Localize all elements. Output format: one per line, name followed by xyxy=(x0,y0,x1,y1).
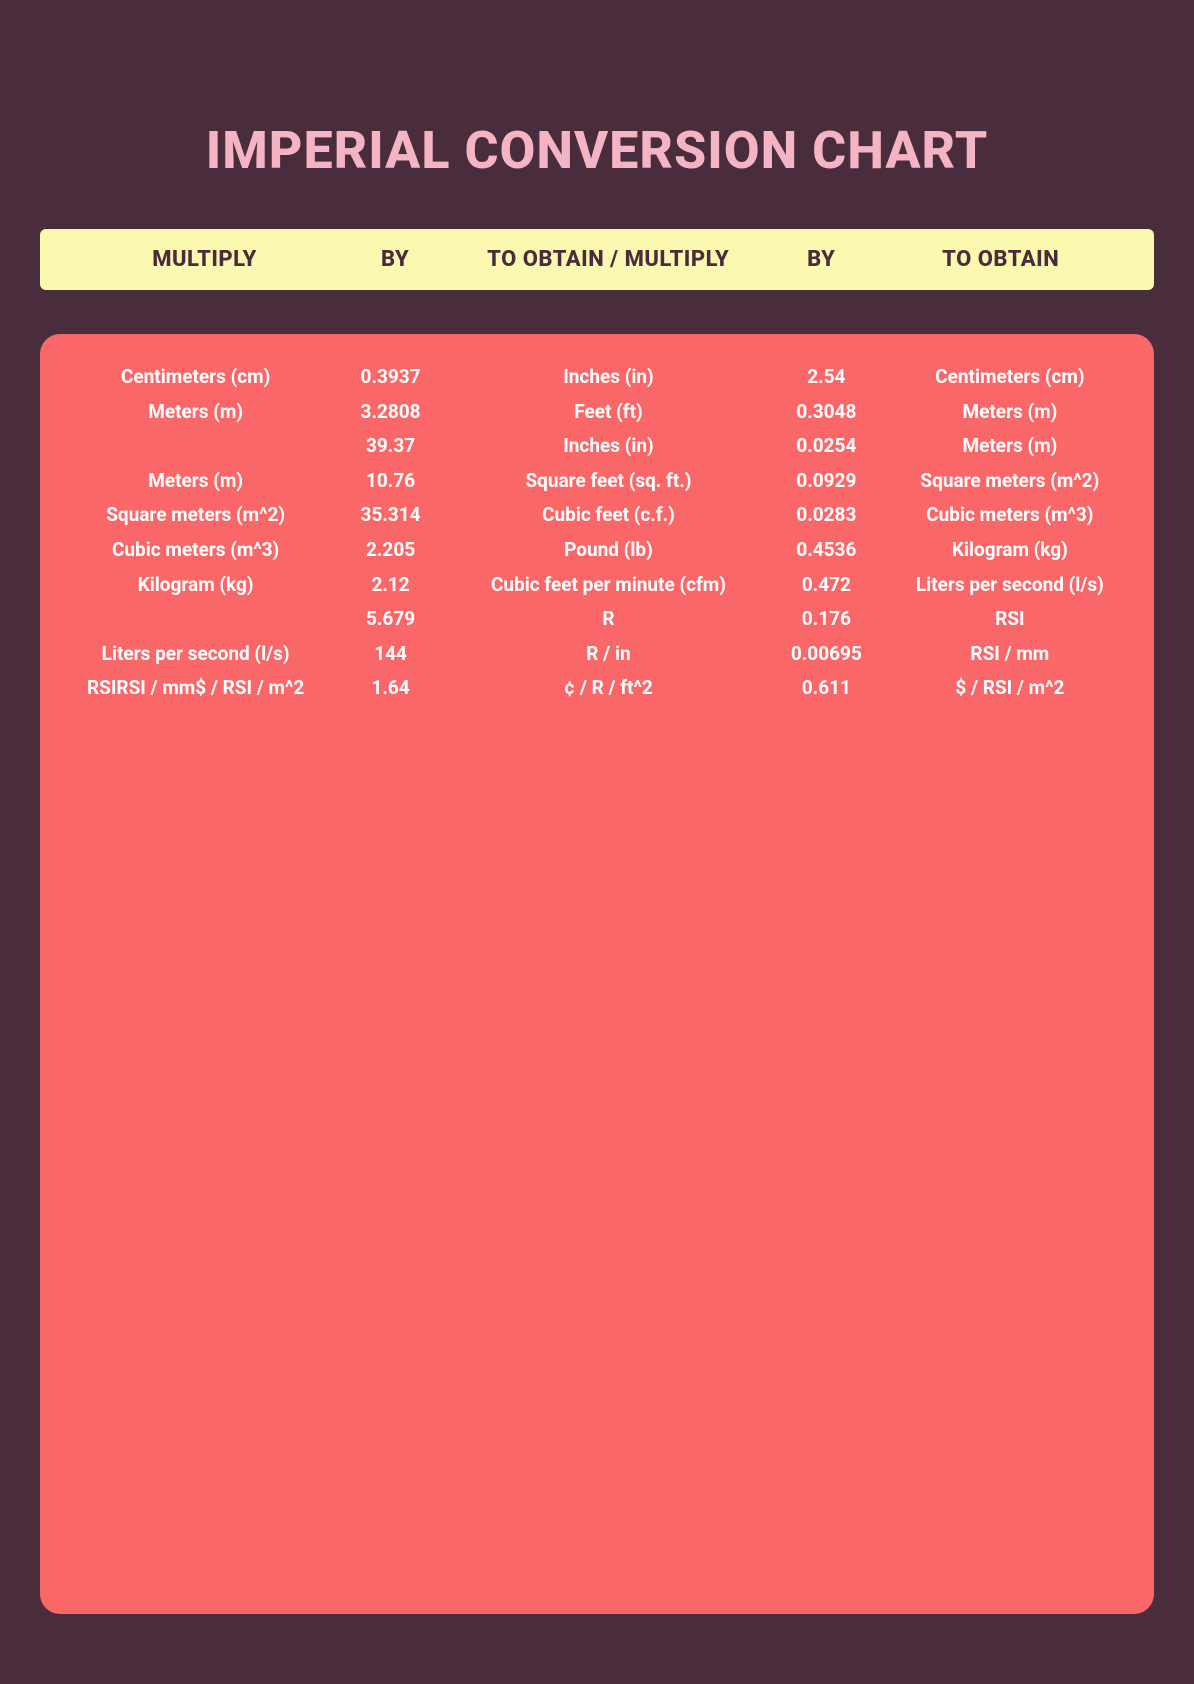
header-col-by-1: BY xyxy=(339,247,451,272)
table-cell: RSI xyxy=(884,604,1136,635)
conversion-table: Centimeters (cm)0.3937Inches (in)2.54Cen… xyxy=(58,362,1136,704)
table-cell: RSIRSI / mm$ / RSI / m^2 xyxy=(58,673,333,704)
table-cell: RSI / mm xyxy=(884,639,1136,670)
table-cell: Liters per second (l/s) xyxy=(884,570,1136,601)
table-cell: R xyxy=(448,604,769,635)
table-cell: 10.76 xyxy=(333,466,448,497)
table-cell: 1.64 xyxy=(333,673,448,704)
header-bar: MULTIPLY BY TO OBTAIN / MULTIPLY BY TO O… xyxy=(40,229,1154,290)
page-container: IMPERIAL CONVERSION CHART MULTIPLY BY TO… xyxy=(0,0,1194,1654)
table-cell: Meters (m) xyxy=(884,431,1136,462)
page-title: IMPERIAL CONVERSION CHART xyxy=(40,120,1154,181)
table-cell: $ / RSI / m^2 xyxy=(884,673,1136,704)
table-cell: 3.2808 xyxy=(333,397,448,428)
table-cell: 2.54 xyxy=(769,362,884,393)
table-cell xyxy=(58,431,333,462)
table-cell: Cubic feet (c.f.) xyxy=(448,500,769,531)
table-cell: 0.0929 xyxy=(769,466,884,497)
table-cell: Inches (in) xyxy=(448,362,769,393)
table-cell: Meters (m) xyxy=(884,397,1136,428)
table-cell: Meters (m) xyxy=(58,397,333,428)
header-col-by-2: BY xyxy=(765,247,877,272)
header-col-to-obtain: TO OBTAIN xyxy=(877,247,1124,272)
table-cell: 0.4536 xyxy=(769,535,884,566)
table-cell: Square meters (m^2) xyxy=(884,466,1136,497)
table-cell: 0.3048 xyxy=(769,397,884,428)
table-cell: R / in xyxy=(448,639,769,670)
table-cell: 0.0254 xyxy=(769,431,884,462)
table-cell: 5.679 xyxy=(333,604,448,635)
table-cell: 39.37 xyxy=(333,431,448,462)
table-cell: 0.00695 xyxy=(769,639,884,670)
table-cell: Meters (m) xyxy=(58,466,333,497)
table-cell: Pound (lb) xyxy=(448,535,769,566)
table-cell: 2.205 xyxy=(333,535,448,566)
table-cell: Centimeters (cm) xyxy=(58,362,333,393)
table-cell: 144 xyxy=(333,639,448,670)
table-cell: Liters per second (l/s) xyxy=(58,639,333,670)
header-col-multiply: MULTIPLY xyxy=(70,247,339,272)
table-cell: Square meters (m^2) xyxy=(58,500,333,531)
table-cell: 0.176 xyxy=(769,604,884,635)
table-cell: Cubic meters (m^3) xyxy=(58,535,333,566)
table-cell: Feet (ft) xyxy=(448,397,769,428)
table-cell: Centimeters (cm) xyxy=(884,362,1136,393)
table-cell: 0.3937 xyxy=(333,362,448,393)
table-cell: 35.314 xyxy=(333,500,448,531)
table-cell: 0.611 xyxy=(769,673,884,704)
table-cell: 2.12 xyxy=(333,570,448,601)
header-col-to-obtain-multiply: TO OBTAIN / MULTIPLY xyxy=(451,247,765,272)
table-cell: 0.472 xyxy=(769,570,884,601)
table-cell: Kilogram (kg) xyxy=(884,535,1136,566)
table-cell: Square feet (sq. ft.) xyxy=(448,466,769,497)
table-cell: Cubic meters (m^3) xyxy=(884,500,1136,531)
table-cell: 0.0283 xyxy=(769,500,884,531)
table-cell: Kilogram (kg) xyxy=(58,570,333,601)
table-cell: Cubic feet per minute (cfm) xyxy=(448,570,769,601)
table-cell xyxy=(58,604,333,635)
data-panel: Centimeters (cm)0.3937Inches (in)2.54Cen… xyxy=(40,334,1154,1614)
table-cell: ¢ / R / ft^2 xyxy=(448,673,769,704)
table-cell: Inches (in) xyxy=(448,431,769,462)
